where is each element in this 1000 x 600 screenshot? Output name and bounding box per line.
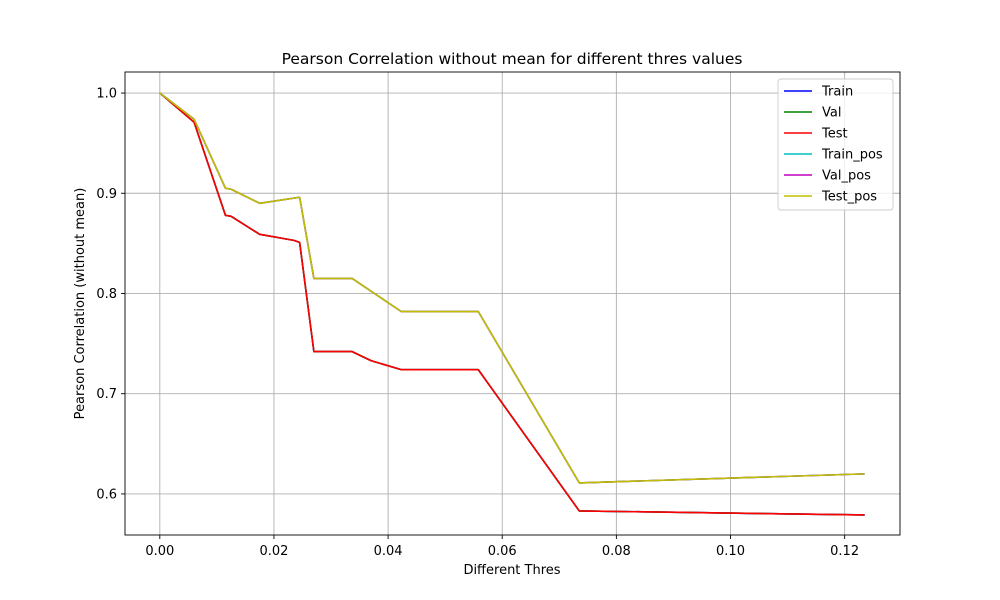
x-tick-label: 0.10 — [716, 544, 745, 559]
plot-area — [125, 72, 900, 535]
x-tick-label: 0.00 — [145, 544, 174, 559]
axis-ticks: 0.00 0.02 0.04 0.06 0.08 0.10 0.12 0.6 0.7 0.8 0.9… — [96, 87, 859, 559]
x-tick-label: 0.12 — [830, 544, 859, 559]
y-tick-label: 0.9 — [96, 187, 117, 202]
y-tick-label: 1.0 — [96, 87, 117, 102]
legend-label: Train — [821, 85, 853, 100]
y-tick-label: 0.6 — [96, 487, 117, 502]
legend: Train Val Test Train_pos Val_pos Test_pos — [777, 78, 894, 211]
x-tick-label: 0.08 — [602, 544, 631, 559]
x-tick-label: 0.04 — [374, 544, 403, 559]
y-axis-label: Pearson Correlation (without mean) — [73, 188, 88, 420]
legend-label: Val_pos — [822, 169, 871, 184]
x-tick-label: 0.02 — [259, 544, 288, 559]
legend-label: Test — [821, 127, 848, 142]
y-tick-label: 0.7 — [96, 387, 117, 402]
chart-title: Pearson Correlation without mean for dif… — [282, 50, 743, 68]
legend-label: Val — [822, 106, 841, 121]
series-line-test — [159, 92, 865, 516]
plot-frame — [124, 71, 901, 536]
legend-label: Train_pos — [821, 148, 883, 163]
grid — [125, 72, 900, 535]
legend-label: Test_pos — [821, 190, 877, 205]
y-tick-label: 0.8 — [96, 287, 117, 302]
series-layer — [159, 92, 865, 516]
x-tick-label: 0.06 — [488, 544, 517, 559]
x-axis-label: Different Thres — [463, 563, 560, 578]
series-line-test-pos — [159, 92, 865, 484]
